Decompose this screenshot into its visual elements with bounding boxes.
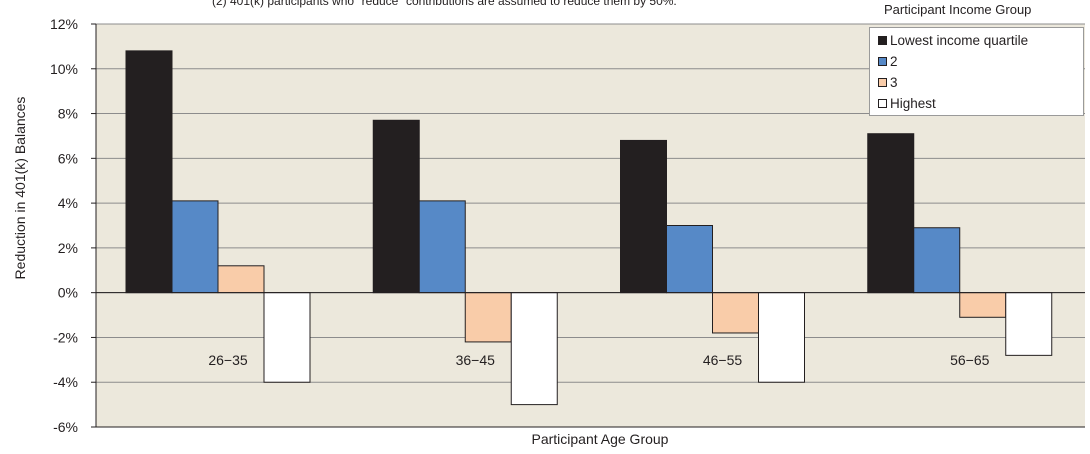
legend-swatch — [878, 78, 887, 87]
legend-item: Highest — [878, 93, 1083, 114]
bar — [171, 200, 219, 294]
bar — [867, 133, 915, 294]
y-tick-label: -4% — [53, 374, 78, 390]
bar — [125, 50, 173, 294]
bar — [959, 292, 1007, 318]
legend: Lowest income quartile 2 3 Highest — [869, 27, 1084, 116]
y-tick-label: 6% — [58, 150, 78, 166]
y-tick-label: 2% — [58, 240, 78, 256]
bar — [712, 292, 759, 334]
bar — [217, 265, 265, 294]
y-tick-label: 0% — [58, 285, 78, 301]
chart-note: (2) 401(k) participants who "reduce" con… — [212, 0, 677, 8]
category-label: 36−45 — [456, 352, 496, 368]
y-tick-label: 8% — [58, 106, 78, 122]
bar — [510, 292, 558, 406]
legend-swatch — [878, 99, 887, 108]
y-tick-label: -2% — [53, 329, 78, 345]
bar — [666, 225, 713, 294]
bar — [372, 119, 420, 294]
legend-swatch — [878, 36, 887, 45]
y-tick-label: 10% — [50, 61, 78, 77]
x-axis-label: Participant Age Group — [531, 431, 669, 447]
legend-label: 3 — [890, 75, 898, 90]
bar — [418, 200, 466, 294]
y-tick-label: 4% — [58, 195, 78, 211]
bar — [263, 292, 311, 383]
y-tick-label: 12% — [50, 16, 78, 32]
legend-label: 2 — [890, 54, 898, 69]
legend-swatch — [878, 57, 887, 66]
bar — [758, 292, 805, 383]
bar — [464, 292, 512, 343]
category-label: 26−35 — [208, 352, 248, 368]
legend-item: Lowest income quartile — [878, 30, 1083, 51]
legend-title: Participant Income Group — [884, 2, 1032, 17]
legend-label: Lowest income quartile — [890, 33, 1029, 48]
category-label: 46−55 — [703, 352, 743, 368]
category-label: 56−65 — [950, 352, 990, 368]
legend-item: 2 — [878, 51, 1083, 72]
bar — [620, 139, 667, 294]
legend-label: Highest — [890, 96, 936, 111]
y-tick-label: -6% — [53, 419, 78, 435]
legend-item: 3 — [878, 72, 1083, 93]
bar — [1005, 292, 1053, 356]
y-axis-label: Reduction in 401(k) Balances — [12, 96, 28, 280]
bar — [913, 227, 961, 294]
